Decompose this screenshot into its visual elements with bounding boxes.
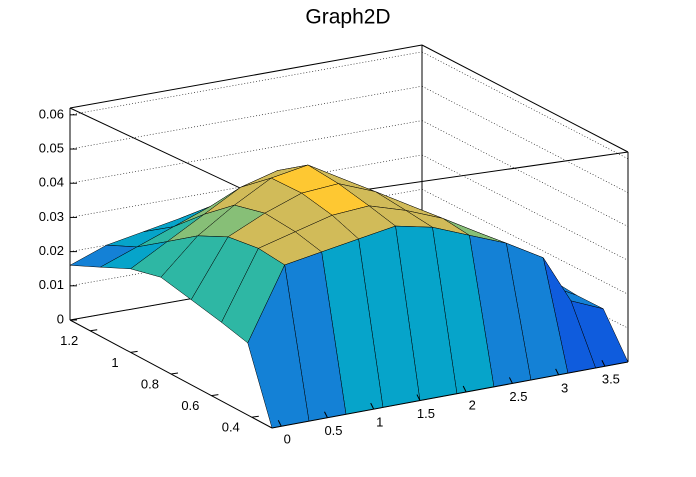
grid-line xyxy=(69,154,423,218)
z-tick-label: 0.01 xyxy=(39,277,64,292)
box-edge xyxy=(421,44,629,153)
y-tick xyxy=(251,415,259,418)
x-tick-label: 0 xyxy=(284,432,291,447)
grid-line xyxy=(69,120,423,184)
grid-line xyxy=(421,154,629,261)
x-tick-label: 2.5 xyxy=(509,389,527,404)
x-tick xyxy=(370,402,375,410)
y-tick xyxy=(211,394,219,397)
box-edge xyxy=(69,44,423,109)
grid-line xyxy=(69,51,423,116)
z-tick-label: 0.06 xyxy=(39,106,64,121)
y-tick-label: 0.4 xyxy=(222,420,240,435)
z-tick-label: 0.05 xyxy=(39,140,64,155)
x-tick xyxy=(416,394,421,401)
grid-line xyxy=(69,85,423,150)
x-tick-label: 1.5 xyxy=(417,406,435,421)
chart-title: Graph2D xyxy=(305,6,390,29)
z-tick-label: 0.04 xyxy=(39,175,64,190)
y-tick xyxy=(130,350,138,353)
y-tick-label: 1.2 xyxy=(60,333,78,348)
x-tick-label: 3 xyxy=(561,380,568,395)
y-tick xyxy=(90,329,98,332)
z-tick-label: 0 xyxy=(57,311,64,326)
x-tick xyxy=(462,385,467,393)
y-tick-label: 1 xyxy=(111,355,118,370)
x-tick xyxy=(555,368,560,376)
x-tick xyxy=(601,360,606,367)
x-tick-label: 3.5 xyxy=(602,372,620,387)
x-tick xyxy=(508,377,513,384)
x-tick-label: 1 xyxy=(376,415,383,430)
y-tick xyxy=(170,372,179,375)
x-tick xyxy=(324,411,328,418)
grid-line xyxy=(421,189,629,295)
z-tick-label: 0.03 xyxy=(39,209,64,224)
y-tick-label: 0.6 xyxy=(181,398,199,413)
x-tick-label: 0.5 xyxy=(324,423,342,438)
x-tick-label: 2 xyxy=(469,397,476,412)
x-tick xyxy=(277,420,282,427)
box-edge xyxy=(69,107,273,204)
z-tick-label: 0.02 xyxy=(39,243,64,258)
x-axis xyxy=(271,361,629,429)
y-tick-label: 0.8 xyxy=(141,376,159,391)
